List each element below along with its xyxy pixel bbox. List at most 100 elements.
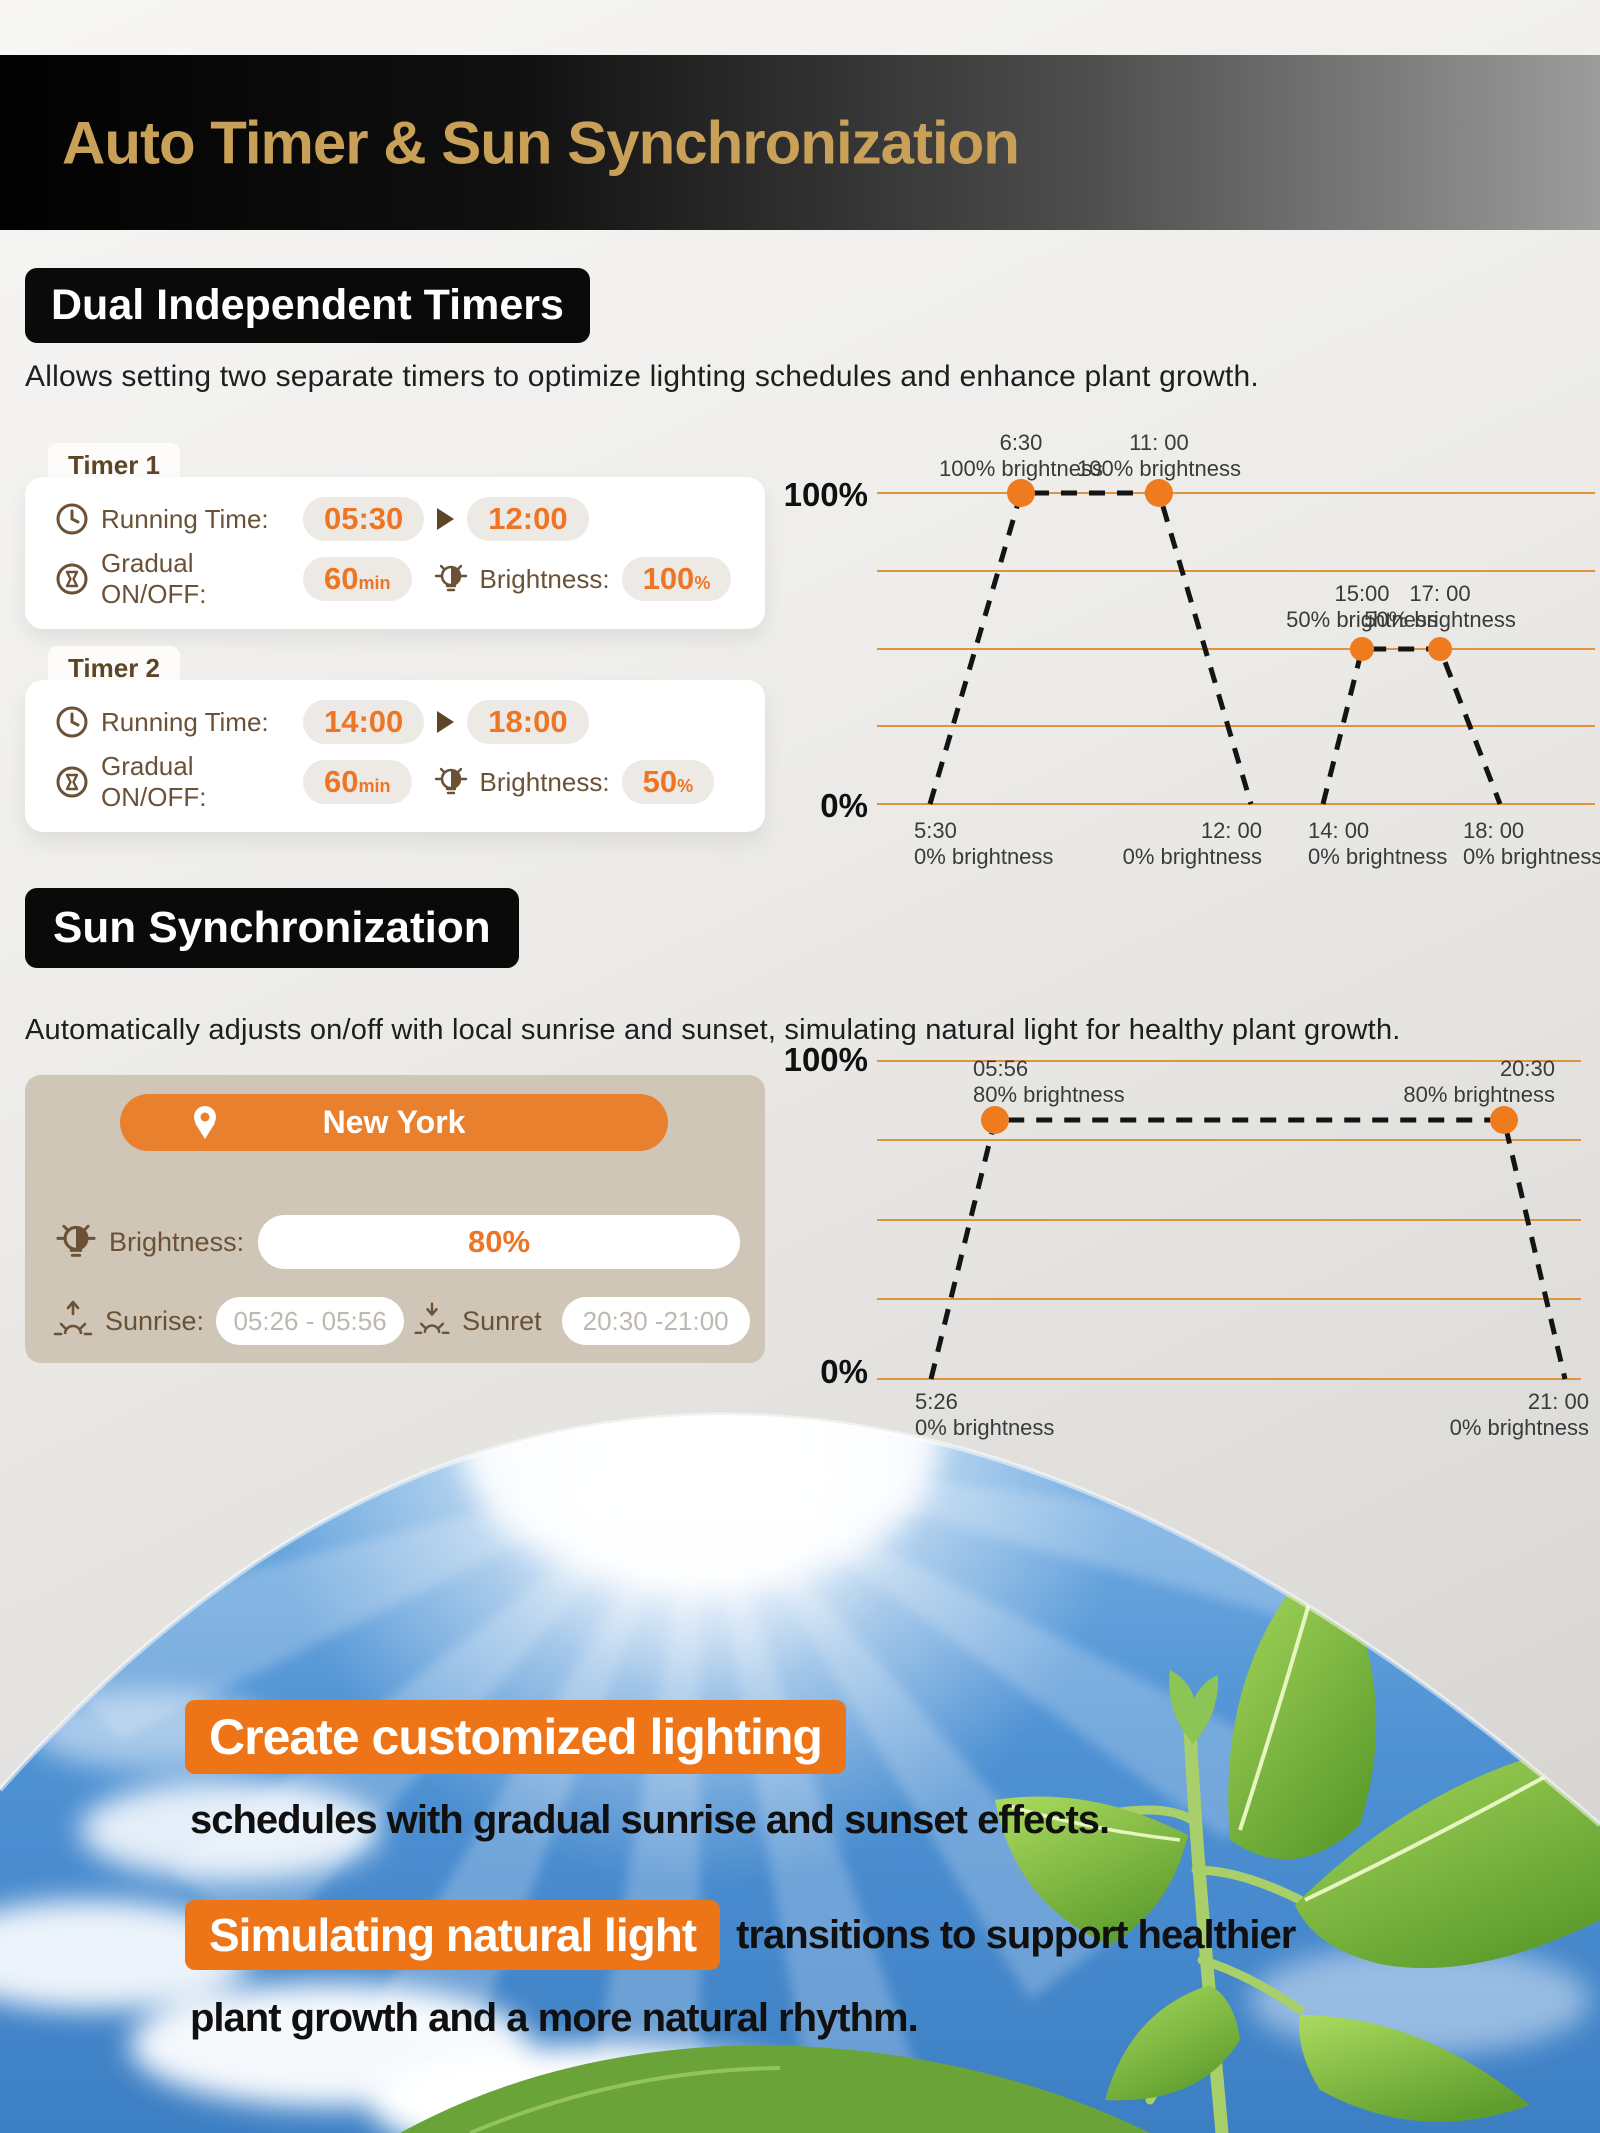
sun — [460, 1415, 940, 1590]
sun-brightness-label: Brightness: — [109, 1226, 245, 1257]
point-time: 18: 00 — [1463, 818, 1525, 843]
sky-dome-graphic — [0, 1412, 1600, 2133]
brightness-value: 50 — [642, 764, 678, 799]
x-axis-label: 12: 00 0% brightness — [1123, 818, 1262, 870]
section-badge-dual-timers: Dual Independent Timers — [25, 268, 590, 343]
sunset-pill[interactable]: 20:30 -21:00 — [561, 1297, 750, 1345]
point-time: 5:26 — [915, 1389, 958, 1414]
running-time-label: Running Time: — [101, 503, 269, 534]
page-title: Auto Timer & Sun Synchronization — [62, 109, 1020, 176]
point-time: 11: 00 — [1129, 430, 1189, 455]
brightness-unit: % — [677, 776, 694, 796]
point-desc: 0% brightness — [914, 844, 1054, 869]
section-badge-sun-sync: Sun Synchronization — [25, 888, 519, 968]
timer1-running-row: Running Time: 05:30 12:00 — [55, 495, 765, 543]
hero-highlight-1: Create customized lighting — [185, 1700, 846, 1774]
point-time: 15:00 — [1334, 581, 1390, 606]
point-time: 5:30 — [914, 818, 957, 843]
timer-schedule-chart: 100% 0% 6:30 100% brightness 11: 00 100% b… — [780, 420, 1600, 880]
timer2-dashed-line — [1320, 646, 1503, 805]
y-axis-label-bottom: 0% — [820, 787, 868, 824]
play-arrow-icon — [437, 508, 455, 530]
point-desc: 50% brightness — [1286, 607, 1438, 632]
timer2-brightness-pill[interactable]: 50% — [621, 760, 715, 804]
location-pin-icon — [194, 1106, 216, 1139]
sun-brightness-value: 80% — [468, 1224, 531, 1259]
point-desc: 100% brightness — [939, 456, 1103, 481]
hero-line-2-row: Simulating natural light transitions to … — [185, 1900, 1296, 1970]
timer1-dashed-line — [927, 490, 1254, 805]
timer2-gradual-row: Gradual ON/OFF: 60min Brightness: 50% — [55, 751, 765, 812]
point-desc: 50% brightness — [1364, 607, 1516, 632]
hero-line-2: transitions to support healthier — [736, 1912, 1296, 1957]
chart-point-label: 05:56 80% brightness — [973, 1056, 1125, 1108]
brightness-value: 100 — [642, 561, 695, 596]
sun-sync-chart: 100% 0% 05:56 80% brightness 20:30 80% bri… — [780, 1040, 1600, 1455]
sunrise-label: Sunrise: — [105, 1305, 205, 1336]
sun-sync-dashed-line — [928, 1117, 1568, 1380]
sun-brightness-pill[interactable]: 80% — [258, 1215, 741, 1269]
gradual-label: Gradual ON/OFF: — [101, 751, 207, 812]
location-pill[interactable]: New York — [120, 1094, 668, 1151]
point-desc: 0% brightness — [915, 1415, 1055, 1440]
timer1-brightness-pill[interactable]: 100% — [621, 557, 732, 601]
data-point-dot — [1145, 479, 1173, 507]
timer2-end-pill[interactable]: 18:00 — [467, 700, 589, 744]
sun-sync-description: Automatically adjusts on/off with local … — [25, 1014, 1401, 1046]
chart-point-label: 6:30 100% brightness — [939, 430, 1103, 482]
point-desc: 0% brightness — [1308, 844, 1448, 869]
sunset-label: Sunret — [462, 1305, 542, 1336]
chart-point-label: 15:00 50% brightness — [1286, 581, 1438, 633]
gradual-label: Gradual ON/OFF: — [101, 548, 207, 609]
point-time: 14: 00 — [1308, 818, 1370, 843]
sunrise-sunset-row: Sunrise: 05:26 - 05:56 Sunret 20:30 -21:… — [51, 1297, 750, 1345]
x-axis-label: 5:26 0% brightness — [915, 1389, 1054, 1441]
chart-point-label: 20:30 80% brightness — [1403, 1056, 1555, 1108]
timer2-gradual-pill[interactable]: 60min — [303, 760, 412, 804]
sunrise-pill[interactable]: 05:26 - 05:56 — [216, 1297, 405, 1345]
location-name: New York — [322, 1104, 466, 1140]
x-axis-label: 21: 00 0% brightness — [1450, 1389, 1589, 1441]
gradual-unit: min — [358, 776, 391, 796]
chart-point-label: 17: 00 50% brightness — [1364, 581, 1516, 633]
sunset-value: 20:30 -21:00 — [582, 1305, 729, 1336]
timer2-running-row: Running Time: 14:00 18:00 — [55, 698, 765, 746]
timer1-end-pill[interactable]: 12:00 — [467, 497, 589, 541]
timer-chart-canvas — [877, 479, 1595, 805]
timer2-start-pill[interactable]: 14:00 — [303, 700, 425, 744]
clock-icon — [56, 706, 88, 738]
sun-sync-card: New York Brightness: 80% Sunrise: 05:26 — [25, 1075, 765, 1363]
sunrise-icon — [53, 1300, 93, 1336]
point-desc: 100% brightness — [1077, 456, 1241, 481]
brightness-label: Brightness: — [479, 563, 610, 594]
point-time: 05:56 — [973, 1056, 1029, 1081]
timer1-start-pill[interactable]: 05:30 — [303, 497, 425, 541]
point-time: 6:30 — [999, 430, 1043, 455]
chart-gridlines — [877, 492, 1595, 805]
data-point-dot — [981, 1106, 1009, 1134]
sunrise-value: 05:26 - 05:56 — [233, 1305, 387, 1336]
y-axis-label-top: 100% — [783, 1041, 868, 1078]
hourglass-icon — [56, 563, 88, 595]
sun-brightness-row: Brightness: 80% — [53, 1215, 741, 1269]
gradual-unit: min — [358, 573, 391, 593]
x-axis-label: 14: 00 0% brightness — [1308, 818, 1447, 870]
hero-highlight-2: Simulating natural light — [185, 1900, 721, 1970]
running-time-label: Running Time: — [101, 706, 269, 737]
point-desc: 0% brightness — [1449, 1415, 1589, 1440]
dome-rim-highlight — [0, 1412, 1600, 1827]
sunset-icon — [414, 1302, 450, 1334]
clock-icon — [56, 503, 88, 535]
point-desc: 80% brightness — [973, 1082, 1125, 1107]
timer1-gradual-pill[interactable]: 60min — [303, 557, 412, 601]
bulb-icon — [434, 767, 467, 795]
gradual-value: 60 — [324, 561, 359, 596]
x-axis-label: 18: 00 0% brightness — [1463, 818, 1600, 870]
timer1-card: Running Time: 05:30 12:00 Gradual ON/OFF… — [25, 477, 765, 629]
data-point-dot — [1428, 637, 1452, 661]
plant-leaves — [400, 1550, 1600, 2133]
brightness-unit: % — [694, 573, 711, 593]
gradual-value: 60 — [324, 764, 359, 799]
play-arrow-icon — [437, 711, 455, 733]
